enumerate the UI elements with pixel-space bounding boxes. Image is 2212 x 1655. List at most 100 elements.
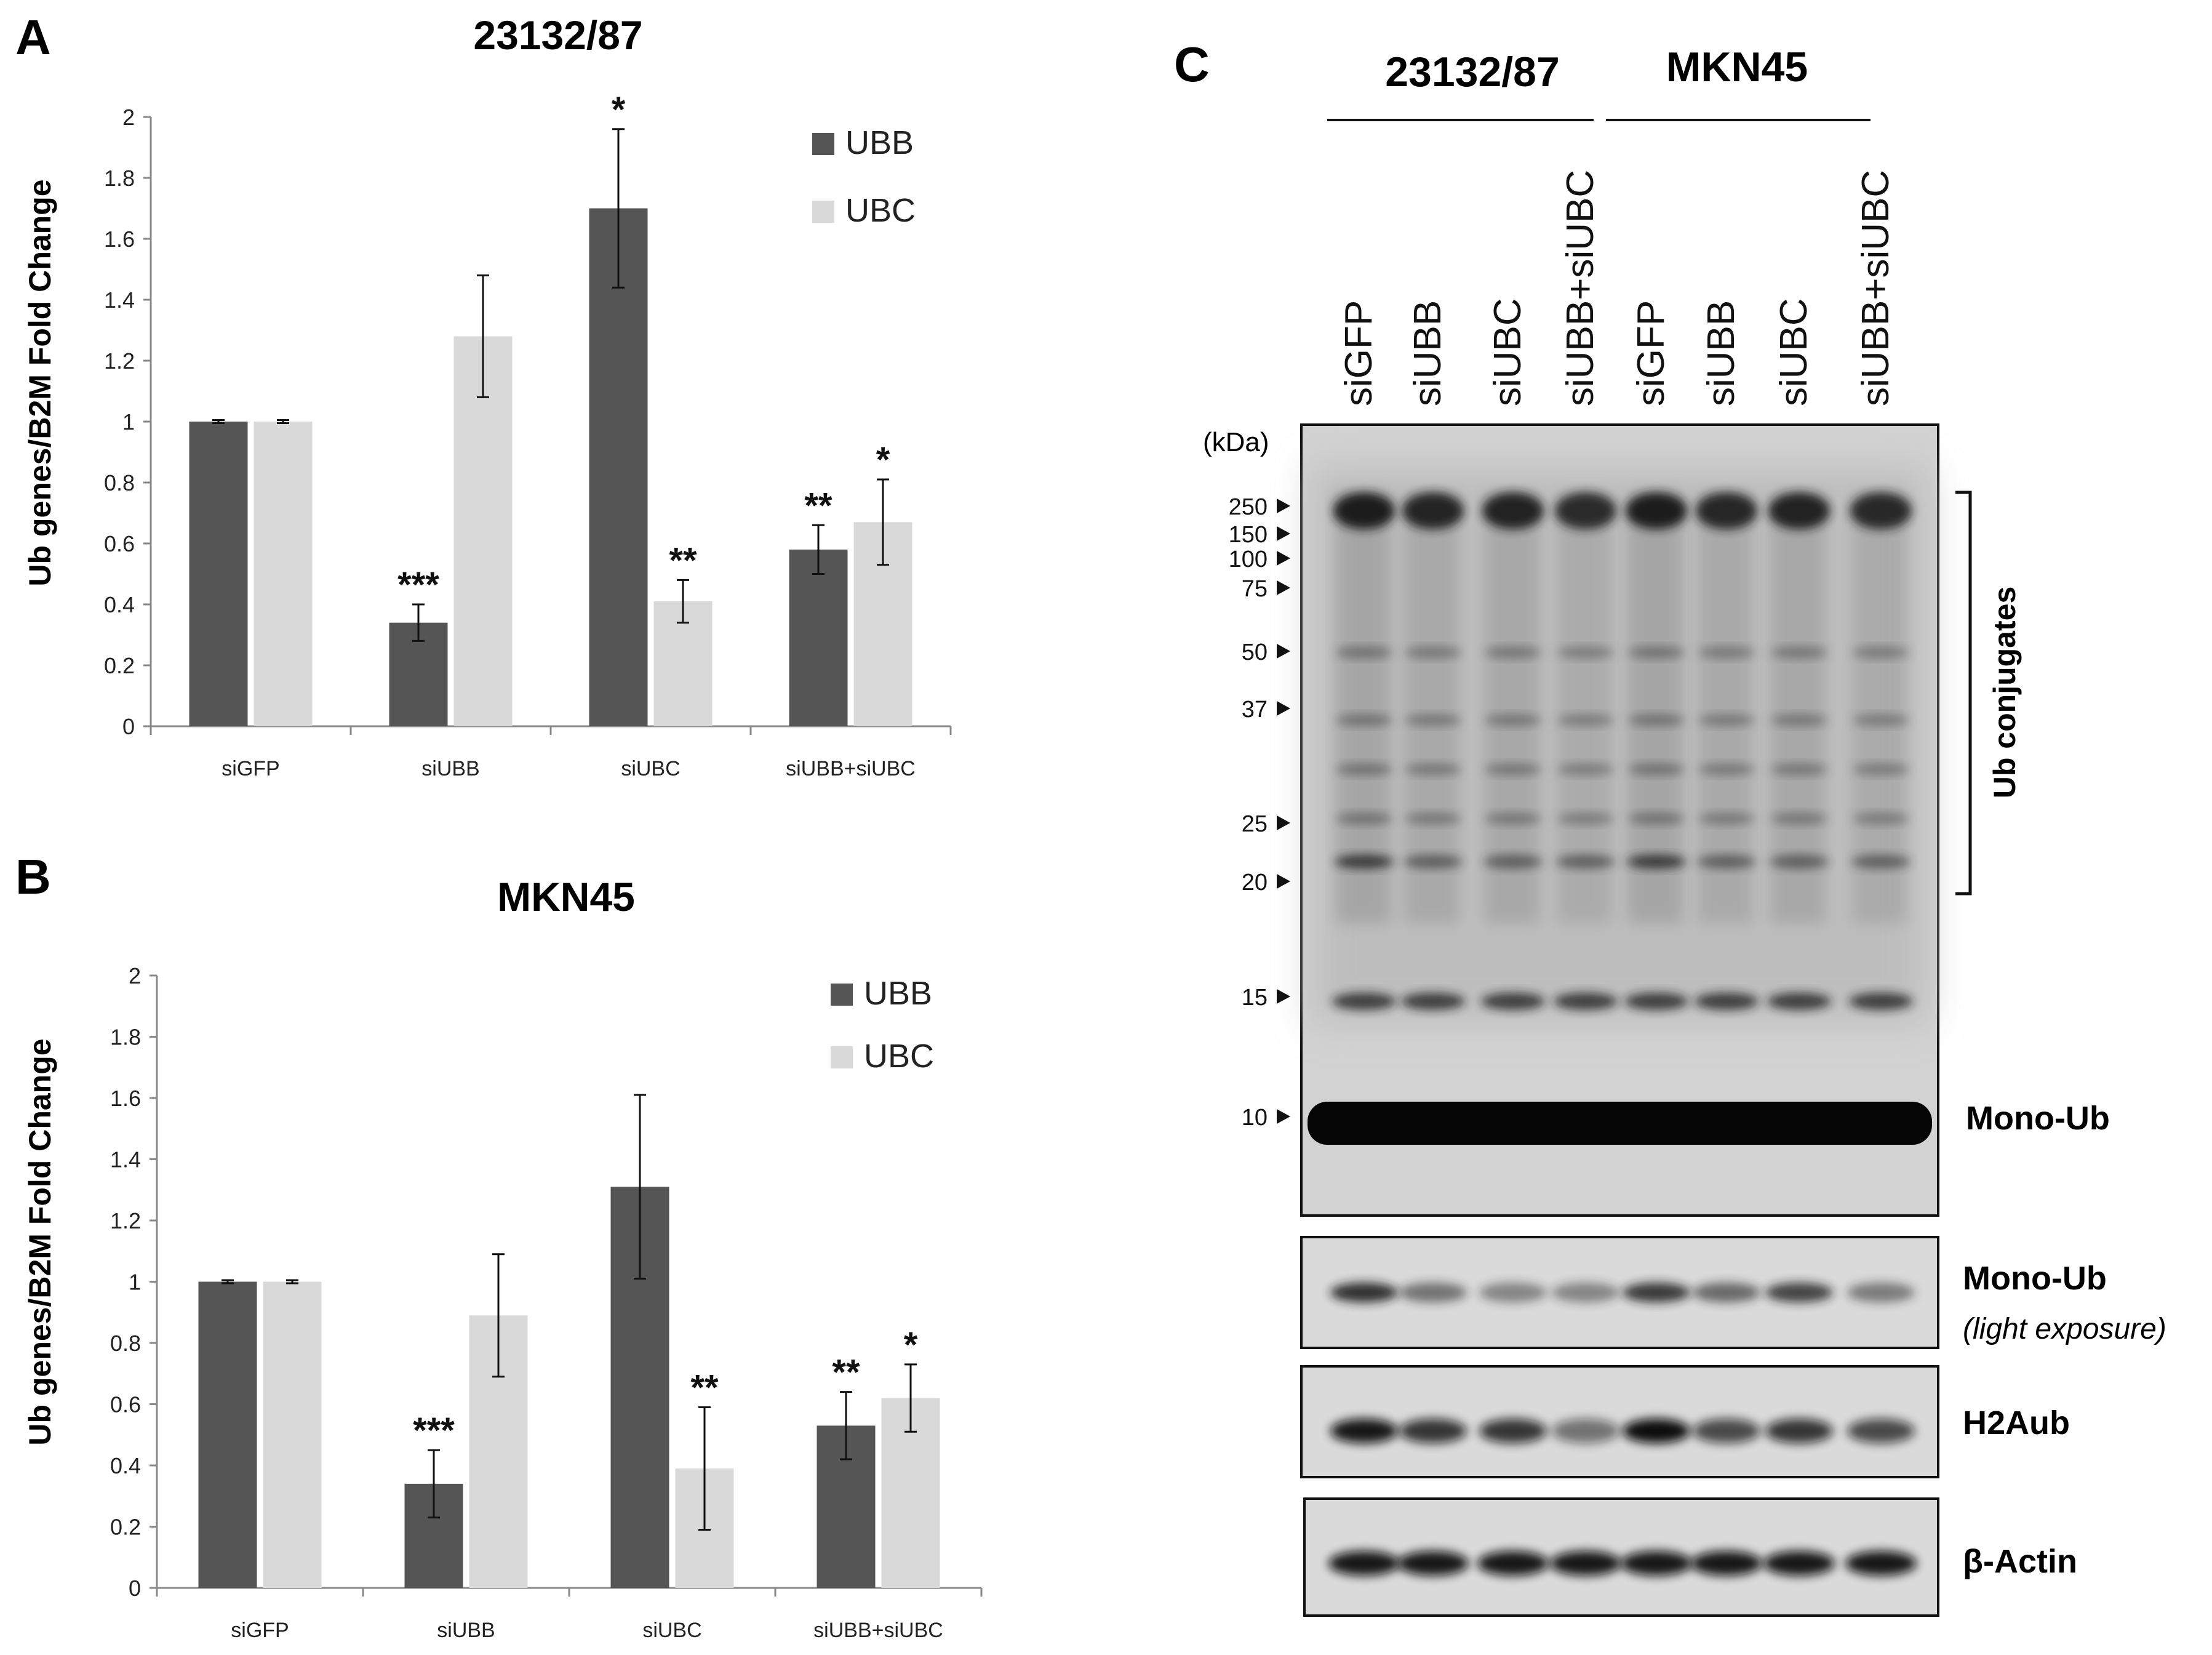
mw-marker-arrow: [1277, 701, 1290, 716]
band: [1402, 492, 1464, 529]
band: [1557, 715, 1614, 726]
band: [1330, 1283, 1398, 1302]
lane-label: siUBB: [1407, 300, 1449, 406]
band: [1552, 1283, 1619, 1302]
smear: [1557, 492, 1611, 923]
smear: [1336, 492, 1390, 923]
band: [1405, 813, 1461, 824]
bar: [263, 1281, 322, 1588]
cell-line-label: 23132/87: [1385, 49, 1560, 95]
band: [1693, 1283, 1760, 1302]
lane-label: siUBC: [1487, 298, 1529, 406]
x-tick-label: siUBC: [642, 1619, 701, 1642]
band: [1554, 993, 1618, 1010]
band: [1336, 715, 1392, 726]
band: [1621, 1551, 1692, 1576]
band: [1405, 647, 1461, 658]
mw-marker-arrow: [1277, 526, 1290, 541]
mw-marker-arrow: [1277, 551, 1290, 566]
y-tick-label: 1.8: [104, 166, 135, 191]
band: [1405, 764, 1461, 775]
band: [1851, 855, 1911, 868]
chart-title: MKN45: [497, 874, 635, 920]
mw-marker-label: 10: [1242, 1105, 1268, 1131]
band: [1623, 1283, 1690, 1302]
band: [1853, 764, 1909, 775]
smear: [1628, 492, 1682, 923]
legend-swatch: [812, 201, 834, 223]
band: [1557, 813, 1614, 824]
band: [1332, 993, 1396, 1010]
band: [1556, 855, 1615, 868]
y-tick-label: 0.4: [104, 592, 135, 617]
strip-label: H2Aub: [1963, 1405, 2070, 1441]
band: [1853, 647, 1909, 658]
y-tick-label: 1.2: [104, 348, 135, 374]
mw-marker-arrow: [1277, 580, 1290, 595]
band: [1485, 813, 1541, 824]
x-tick-label: siUBC: [621, 757, 680, 780]
band: [1850, 492, 1912, 529]
bar: [589, 208, 648, 726]
mw-marker-label: 37: [1242, 697, 1268, 723]
x-tick-label: siUBB+siUBC: [786, 757, 916, 780]
blot-strip-mono-ub-light: [1300, 1236, 1939, 1349]
band: [1557, 764, 1614, 775]
lane-label: siGFP: [1630, 300, 1672, 406]
legend-label: UBB: [864, 975, 932, 1012]
x-tick-label: siGFP: [231, 1619, 289, 1642]
legend-label: UBC: [864, 1038, 934, 1075]
smear: [1771, 492, 1825, 923]
y-tick-label: 0.8: [104, 470, 135, 495]
band: [1485, 647, 1541, 658]
significance-label: ***: [397, 565, 439, 605]
band: [1847, 1283, 1915, 1302]
band: [1405, 715, 1461, 726]
ub-conjugates-bracket: [1955, 491, 1972, 896]
band: [1483, 855, 1543, 868]
bar-chart-23132-87: 23132/87 Ub genes/B2M Fold Change 0 0.2 0.…: [23, 12, 952, 780]
band: [1691, 1551, 1762, 1576]
lane-label: siUBC: [1773, 298, 1815, 406]
significance-label: **: [804, 486, 832, 526]
significance-label: *: [876, 440, 890, 480]
y-axis-label: Ub genes/B2M Fold Change: [23, 1038, 57, 1445]
strip-label: β-Actin: [1963, 1543, 2077, 1580]
band: [1853, 715, 1909, 726]
band: [1626, 492, 1687, 529]
mw-marker-arrow: [1277, 499, 1290, 513]
mw-marker-label: 250: [1229, 494, 1268, 520]
mw-marker-label: 20: [1242, 870, 1268, 896]
lane-label: siUBB: [1700, 300, 1743, 406]
band: [1628, 813, 1685, 824]
y-tick-label: 0: [129, 1576, 141, 1601]
bar: [254, 422, 313, 726]
y-tick-label: 1: [122, 409, 135, 435]
y-tick-label: 1.8: [110, 1025, 141, 1050]
y-axis-label: Ub genes/B2M Fold Change: [23, 179, 57, 586]
smear: [1485, 492, 1539, 923]
band: [1479, 1419, 1547, 1443]
mw-marker-label: 50: [1242, 639, 1268, 665]
band: [1628, 647, 1685, 658]
significance-label: *: [904, 1325, 918, 1365]
band: [1485, 715, 1541, 726]
smear: [1853, 492, 1907, 923]
lane-label: siUBB+siUBC: [1855, 170, 1897, 406]
legend-swatch: [831, 1046, 853, 1068]
band: [1399, 1419, 1467, 1443]
band: [1765, 1283, 1833, 1302]
y-tick-label: 0.2: [110, 1515, 141, 1540]
band: [1763, 1551, 1835, 1576]
band: [1328, 1551, 1400, 1576]
band: [1552, 1419, 1619, 1443]
y-tick-label: 2: [129, 963, 141, 988]
band: [1397, 1551, 1469, 1576]
mw-marker-label: 100: [1229, 547, 1268, 572]
band: [1481, 993, 1545, 1010]
lane-label: siGFP: [1338, 300, 1380, 406]
ub-conjugates-label: Ub conjugates: [1987, 587, 2022, 798]
y-tick-label: 1.2: [110, 1208, 141, 1233]
